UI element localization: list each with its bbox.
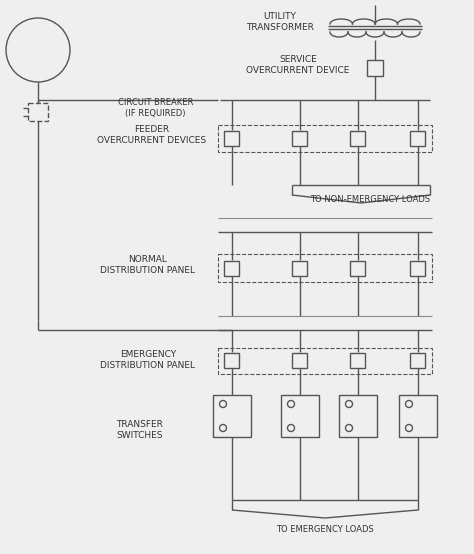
- Text: TO EMERGENCY LOADS: TO EMERGENCY LOADS: [276, 526, 374, 535]
- Bar: [225, 131, 239, 146]
- Bar: [367, 60, 383, 76]
- Circle shape: [288, 401, 294, 408]
- Text: SERVICE
OVERCURRENT DEVICE: SERVICE OVERCURRENT DEVICE: [246, 55, 350, 75]
- Circle shape: [6, 18, 70, 82]
- Circle shape: [346, 424, 353, 432]
- Bar: [292, 260, 308, 275]
- Text: TRANSFER
SWITCHES: TRANSFER SWITCHES: [117, 419, 164, 440]
- Circle shape: [405, 401, 412, 408]
- Bar: [399, 395, 437, 437]
- Bar: [218, 254, 432, 282]
- Bar: [350, 260, 365, 275]
- Bar: [410, 260, 426, 275]
- Circle shape: [219, 401, 227, 408]
- Bar: [213, 395, 251, 437]
- Text: EMERGENCY
GENERATOR
SET: EMERGENCY GENERATOR SET: [13, 34, 63, 66]
- Circle shape: [288, 424, 294, 432]
- Text: NORMAL
DISTRIBUTION PANEL: NORMAL DISTRIBUTION PANEL: [100, 255, 195, 275]
- Text: CIRCUIT BREAKER
(IF REQUIRED): CIRCUIT BREAKER (IF REQUIRED): [118, 98, 193, 119]
- Text: FEEDER
OVERCURRENT DEVICES: FEEDER OVERCURRENT DEVICES: [98, 125, 207, 145]
- Bar: [281, 395, 319, 437]
- Bar: [410, 131, 426, 146]
- Bar: [292, 131, 308, 146]
- Circle shape: [405, 424, 412, 432]
- Bar: [225, 352, 239, 367]
- Bar: [350, 352, 365, 367]
- Bar: [225, 260, 239, 275]
- Text: UTILITY
TRANSFORMER: UTILITY TRANSFORMER: [246, 12, 314, 32]
- Bar: [218, 125, 432, 152]
- Text: EMERGENCY
DISTRIBUTION PANEL: EMERGENCY DISTRIBUTION PANEL: [100, 350, 195, 371]
- Bar: [292, 352, 308, 367]
- Bar: [350, 131, 365, 146]
- Bar: [218, 348, 432, 374]
- Bar: [410, 352, 426, 367]
- Circle shape: [219, 424, 227, 432]
- Circle shape: [346, 401, 353, 408]
- Bar: [339, 395, 377, 437]
- Text: TO NON-EMERGENCY LOADS: TO NON-EMERGENCY LOADS: [310, 196, 430, 204]
- Bar: [28, 103, 48, 121]
